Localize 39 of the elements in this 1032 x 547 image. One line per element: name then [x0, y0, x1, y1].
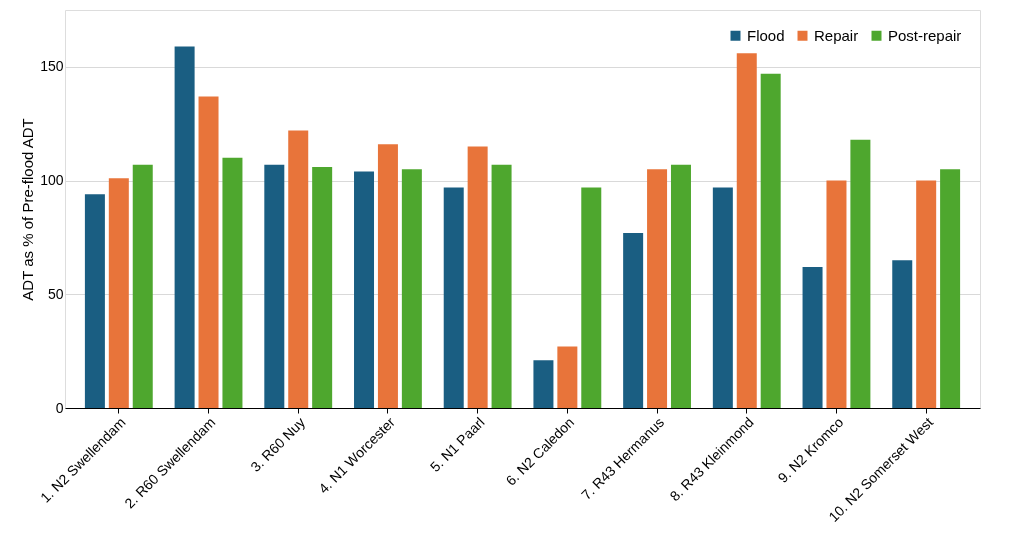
- bar: [222, 157, 243, 408]
- bar: [198, 96, 219, 408]
- bar: [467, 146, 488, 408]
- bar: [712, 187, 733, 408]
- bar: [288, 130, 309, 408]
- bar: [174, 46, 195, 408]
- bar: [533, 360, 554, 408]
- y-tick-label: 100: [40, 172, 64, 189]
- y-axis-title: ADT as % of Pre-flood ADT: [19, 118, 37, 301]
- bar: [491, 164, 512, 408]
- bar: [802, 266, 823, 408]
- bar: [647, 169, 668, 408]
- bar: [401, 169, 422, 408]
- bar: [940, 169, 961, 408]
- bar: [826, 180, 847, 408]
- bar: [760, 73, 781, 408]
- y-tick-label: 150: [40, 58, 64, 75]
- bar: [916, 180, 937, 408]
- y-tick-label: 50: [47, 285, 64, 302]
- bar: [623, 232, 644, 408]
- bar: [377, 144, 398, 408]
- bar: [670, 164, 691, 408]
- bar: [850, 139, 871, 408]
- bar: [108, 178, 129, 408]
- bar: [312, 166, 333, 408]
- bar: [736, 53, 757, 408]
- legend-label: Post-repair: [888, 26, 962, 44]
- y-tick-label: 0: [55, 399, 64, 416]
- bar: [132, 164, 153, 408]
- bar: [581, 187, 602, 408]
- bar: [443, 187, 464, 408]
- bar: [264, 164, 285, 408]
- bar: [557, 346, 578, 408]
- bar: [84, 194, 105, 408]
- legend-label: Repair: [814, 26, 859, 44]
- x-tick-label: 3. R60 Nuy: [247, 414, 309, 475]
- bar: [892, 260, 913, 408]
- bar: [354, 171, 375, 408]
- legend-label: Flood: [747, 26, 785, 44]
